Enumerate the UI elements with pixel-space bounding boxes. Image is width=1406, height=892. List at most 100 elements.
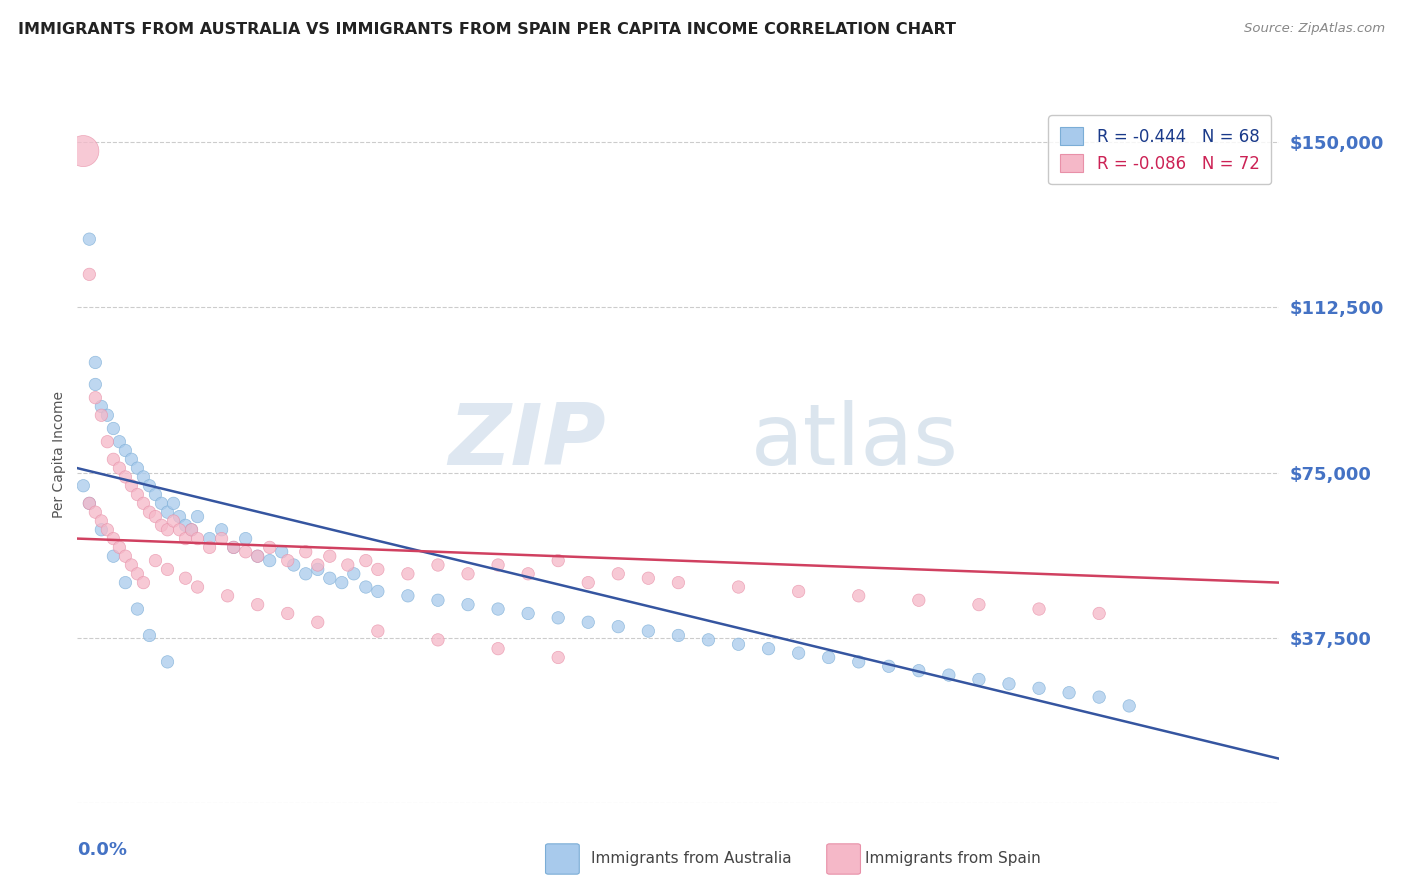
Point [259, 553, 281, 567]
Point [222, 541, 245, 555]
Point [174, 571, 197, 585]
Text: IMMIGRANTS FROM AUSTRALIA VS IMMIGRANTS FROM SPAIN PER CAPITA INCOME CORRELATION: IMMIGRANTS FROM AUSTRALIA VS IMMIGRANTS … [18, 22, 956, 37]
Point [319, 571, 342, 585]
Point [307, 562, 329, 576]
Point [108, 434, 131, 449]
Point [427, 558, 450, 572]
Legend: R = -0.444   N = 68, R = -0.086   N = 72: R = -0.444 N = 68, R = -0.086 N = 72 [1049, 115, 1271, 185]
Point [787, 646, 810, 660]
Point [79, 496, 101, 510]
Point [668, 628, 690, 642]
Point [283, 558, 305, 572]
Point [697, 632, 720, 647]
Point [108, 461, 131, 475]
Point [127, 487, 149, 501]
Point [235, 532, 257, 546]
Point [79, 232, 101, 246]
Point [127, 602, 149, 616]
Point [84, 355, 107, 369]
Point [156, 562, 179, 576]
Point [145, 509, 167, 524]
Point [180, 523, 202, 537]
Point [727, 580, 749, 594]
Point [427, 632, 450, 647]
Point [120, 479, 142, 493]
Point [457, 566, 479, 581]
Point [156, 655, 179, 669]
Point [336, 558, 359, 572]
Point [169, 509, 191, 524]
Point [998, 677, 1021, 691]
Point [1088, 690, 1111, 705]
Point [103, 549, 125, 564]
Point [162, 496, 184, 510]
Point [90, 400, 112, 414]
Point [330, 575, 353, 590]
Point [186, 509, 209, 524]
Point [1118, 698, 1140, 713]
Point [938, 668, 960, 682]
Point [198, 532, 221, 546]
Point [967, 673, 990, 687]
Point [517, 607, 540, 621]
Point [1088, 607, 1111, 621]
Point [259, 541, 281, 555]
Point [457, 598, 479, 612]
Point [156, 523, 179, 537]
Point [103, 421, 125, 435]
Point [72, 479, 94, 493]
Point [79, 496, 101, 510]
Point [1028, 602, 1050, 616]
Point [217, 589, 239, 603]
Point [307, 558, 329, 572]
Point [1028, 681, 1050, 696]
Point [145, 487, 167, 501]
Point [132, 470, 155, 484]
Point [270, 545, 292, 559]
Point [90, 523, 112, 537]
Point [908, 593, 931, 607]
Point [186, 532, 209, 546]
Point [547, 650, 569, 665]
Point [132, 496, 155, 510]
Point [354, 553, 377, 567]
Point [817, 650, 839, 665]
Point [848, 589, 870, 603]
Point [427, 593, 450, 607]
Point [396, 589, 419, 603]
Point [84, 377, 107, 392]
Point [727, 637, 749, 651]
Point [72, 144, 94, 158]
Point [108, 541, 131, 555]
Text: atlas: atlas [751, 400, 959, 483]
Point [576, 615, 599, 630]
Y-axis label: Per Capita Income: Per Capita Income [52, 392, 66, 518]
Point [576, 575, 599, 590]
Point [96, 434, 118, 449]
Point [150, 496, 173, 510]
Point [967, 598, 990, 612]
Point [668, 575, 690, 590]
Point [367, 624, 389, 638]
Point [90, 514, 112, 528]
Point [84, 391, 107, 405]
Point [103, 452, 125, 467]
Point [103, 532, 125, 546]
Point [222, 541, 245, 555]
Point [120, 452, 142, 467]
Point [127, 566, 149, 581]
Point [343, 566, 366, 581]
Point [908, 664, 931, 678]
Point [354, 580, 377, 594]
Point [486, 558, 509, 572]
Point [96, 409, 118, 423]
Point [517, 566, 540, 581]
Point [787, 584, 810, 599]
Text: 0.0%: 0.0% [77, 841, 128, 859]
Point [758, 641, 780, 656]
Text: Immigrants from Spain: Immigrants from Spain [865, 851, 1040, 865]
Point [294, 566, 316, 581]
Point [114, 575, 136, 590]
Point [84, 505, 107, 519]
Point [198, 541, 221, 555]
